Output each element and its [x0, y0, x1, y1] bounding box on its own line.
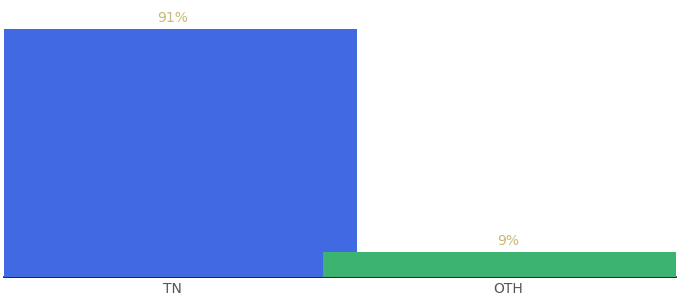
Bar — [0, 29, 357, 277]
Text: 91%: 91% — [156, 11, 188, 25]
Bar — [323, 252, 680, 277]
Text: 9%: 9% — [497, 234, 519, 248]
